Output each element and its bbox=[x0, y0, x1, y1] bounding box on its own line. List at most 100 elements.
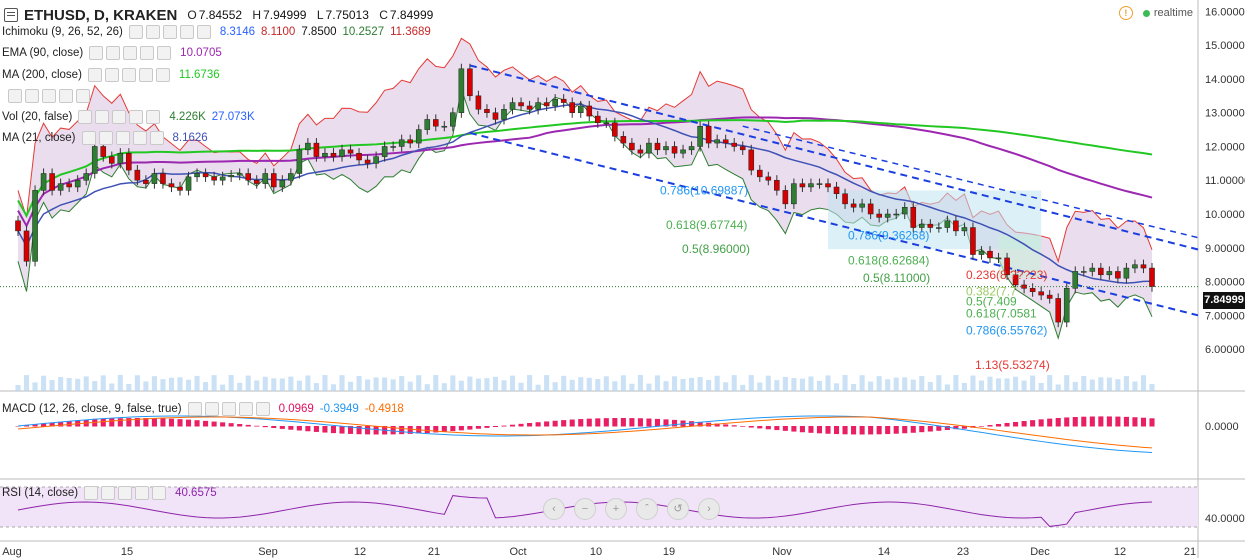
x-tick-label: Nov bbox=[772, 546, 792, 558]
volume-bar bbox=[279, 378, 285, 391]
more-icon[interactable] bbox=[152, 486, 167, 500]
indicator-row[interactable]: MA (21, close) 8.1626 bbox=[2, 131, 214, 145]
macd-histogram-bar bbox=[228, 423, 234, 427]
candle-body bbox=[1149, 267, 1155, 287]
add-icon[interactable] bbox=[59, 89, 73, 103]
macd-signal-line bbox=[17, 416, 1153, 449]
more-icon[interactable] bbox=[255, 402, 270, 416]
ema-90-line bbox=[17, 116, 1153, 229]
volume-bar bbox=[680, 378, 686, 391]
ma-200-line bbox=[17, 119, 1153, 218]
volume-bar bbox=[970, 375, 976, 391]
volume-bar bbox=[978, 380, 985, 391]
candle-body bbox=[560, 98, 567, 103]
indicator-row[interactable]: MA (200, close) 11.6736 bbox=[2, 68, 226, 82]
add-icon[interactable] bbox=[238, 402, 253, 416]
macd-histogram-bar bbox=[151, 418, 157, 427]
macd-histogram-bar bbox=[501, 425, 507, 427]
candle-body bbox=[271, 173, 277, 188]
format-icon[interactable] bbox=[118, 486, 133, 500]
volume-bar bbox=[109, 383, 115, 391]
candle-body bbox=[501, 109, 507, 120]
volume-bar bbox=[347, 381, 354, 391]
more-icon[interactable] bbox=[155, 68, 170, 82]
settings-icon[interactable] bbox=[128, 25, 143, 39]
macd-histogram-bar bbox=[492, 426, 499, 427]
candle-body bbox=[944, 220, 951, 228]
macd-histogram-bar bbox=[296, 426, 302, 431]
settings-icon[interactable] bbox=[81, 131, 96, 145]
format-icon[interactable] bbox=[162, 25, 177, 39]
macd-histogram-bar bbox=[535, 422, 541, 427]
visibility-icon[interactable] bbox=[95, 110, 110, 124]
format-icon[interactable] bbox=[115, 131, 130, 145]
macd-histogram-bar bbox=[1098, 416, 1104, 427]
candle-body bbox=[1132, 264, 1138, 269]
visibility-icon[interactable] bbox=[104, 68, 119, 82]
volume-bar bbox=[1123, 376, 1129, 391]
volume-bar bbox=[944, 384, 950, 391]
settings-icon[interactable] bbox=[8, 89, 22, 103]
visibility-icon[interactable] bbox=[25, 89, 39, 103]
format-icon[interactable] bbox=[121, 68, 136, 82]
volume-bar bbox=[919, 375, 925, 391]
settings-icon[interactable] bbox=[89, 46, 104, 60]
indicator-row[interactable]: EMA (90, close) 10.0705 bbox=[2, 46, 228, 60]
more-icon[interactable] bbox=[157, 46, 172, 60]
volume-bar bbox=[211, 375, 217, 391]
macd-header[interactable]: MACD (12, 26, close, 9, false, true) 0.09… bbox=[2, 402, 410, 416]
menu-icon[interactable] bbox=[4, 8, 18, 22]
format-icon[interactable] bbox=[123, 46, 138, 60]
more-icon[interactable] bbox=[149, 131, 164, 145]
format-icon[interactable] bbox=[221, 402, 236, 416]
macd-histogram-bar bbox=[177, 419, 183, 427]
visibility-icon[interactable] bbox=[106, 46, 121, 60]
volume-bar bbox=[399, 376, 405, 391]
alert-icon[interactable]: ! bbox=[1118, 6, 1133, 20]
format-icon[interactable] bbox=[112, 110, 127, 124]
add-icon[interactable] bbox=[132, 131, 147, 145]
add-icon[interactable] bbox=[129, 110, 144, 124]
more-icon[interactable] bbox=[196, 25, 211, 39]
indicator-row[interactable]: Ichimoku (9, 26, 52, 26) 8.3146 8.1100 7.85… bbox=[2, 25, 437, 39]
scroll-right-icon[interactable]: › bbox=[698, 498, 720, 520]
reset-icon[interactable]: ↺ bbox=[667, 498, 689, 520]
add-icon[interactable] bbox=[140, 46, 155, 60]
candle-body bbox=[262, 173, 269, 184]
macd-histogram-bar bbox=[1021, 421, 1027, 427]
add-icon[interactable] bbox=[138, 68, 153, 82]
volume-bar bbox=[740, 384, 746, 391]
visibility-icon[interactable] bbox=[145, 25, 160, 39]
visibility-icon[interactable] bbox=[98, 131, 113, 145]
indicator-buttons bbox=[187, 402, 273, 416]
volume-bar bbox=[620, 375, 626, 391]
more-icon[interactable] bbox=[146, 110, 161, 124]
volume-bar bbox=[697, 377, 703, 391]
add-icon[interactable] bbox=[179, 25, 194, 39]
zoom-out-icon[interactable]: − bbox=[574, 498, 596, 520]
x-tick-label: 14 bbox=[878, 546, 890, 558]
scroll-up-icon[interactable]: ˆ bbox=[636, 498, 658, 520]
scroll-left-icon[interactable]: ‹ bbox=[543, 498, 565, 520]
settings-icon[interactable] bbox=[187, 402, 202, 416]
symbol-title[interactable]: ETHUSD, D, KRAKEN bbox=[24, 6, 178, 24]
more-icon[interactable] bbox=[76, 89, 90, 103]
settings-icon[interactable] bbox=[87, 68, 102, 82]
settings-icon[interactable] bbox=[84, 486, 99, 500]
indicator-value: 11.6736 bbox=[178, 69, 220, 81]
macd-histogram-bar bbox=[117, 418, 123, 427]
visibility-icon[interactable] bbox=[101, 486, 116, 500]
candle-body bbox=[518, 102, 524, 107]
settings-icon[interactable] bbox=[78, 110, 93, 124]
volume-bar bbox=[271, 378, 277, 391]
candle-body bbox=[671, 146, 678, 154]
indicator-row[interactable] bbox=[2, 89, 99, 103]
rsi-header[interactable]: RSI (14, close) 40.6575 bbox=[2, 486, 223, 500]
zoom-in-icon[interactable]: + bbox=[605, 498, 627, 520]
indicator-row[interactable]: Vol (20, false) 4.226K 27.073K bbox=[2, 110, 261, 124]
visibility-icon[interactable] bbox=[204, 402, 219, 416]
format-icon[interactable] bbox=[42, 89, 56, 103]
add-icon[interactable] bbox=[135, 486, 150, 500]
fib-level-label: 0.618(8.62684) bbox=[848, 253, 929, 267]
